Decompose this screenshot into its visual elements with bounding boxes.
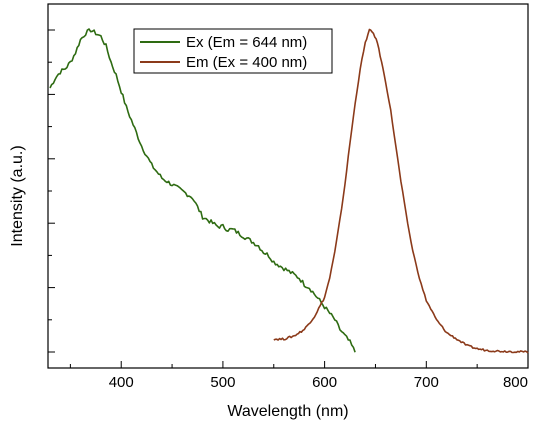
legend-label-em: Em (Ex = 400 nm) <box>186 54 307 71</box>
x-tick-label: 800 <box>503 374 528 391</box>
x-tick-label: 500 <box>210 374 235 391</box>
series-layer <box>49 28 529 354</box>
x-tick-labels: 400 500 600 700 800 <box>109 374 528 391</box>
legend-label-ex: Ex (Em = 644 nm) <box>186 34 307 51</box>
x-tick-label: 700 <box>414 374 439 391</box>
legend-box <box>133 28 333 74</box>
x-tick-label: 400 <box>109 374 134 391</box>
legend: Ex (Em = 644 nm) Em (Ex = 400 nm) <box>133 28 333 74</box>
y-axis-title: Intensity (a.u.) <box>9 145 26 246</box>
plot-frame <box>47 3 529 369</box>
x-tick-label: 600 <box>312 374 337 391</box>
series-line-excitation <box>49 28 356 353</box>
axis-ticks <box>48 29 529 368</box>
x-axis-title: Wavelength (nm) <box>227 403 348 420</box>
series-line-emission <box>273 28 529 354</box>
